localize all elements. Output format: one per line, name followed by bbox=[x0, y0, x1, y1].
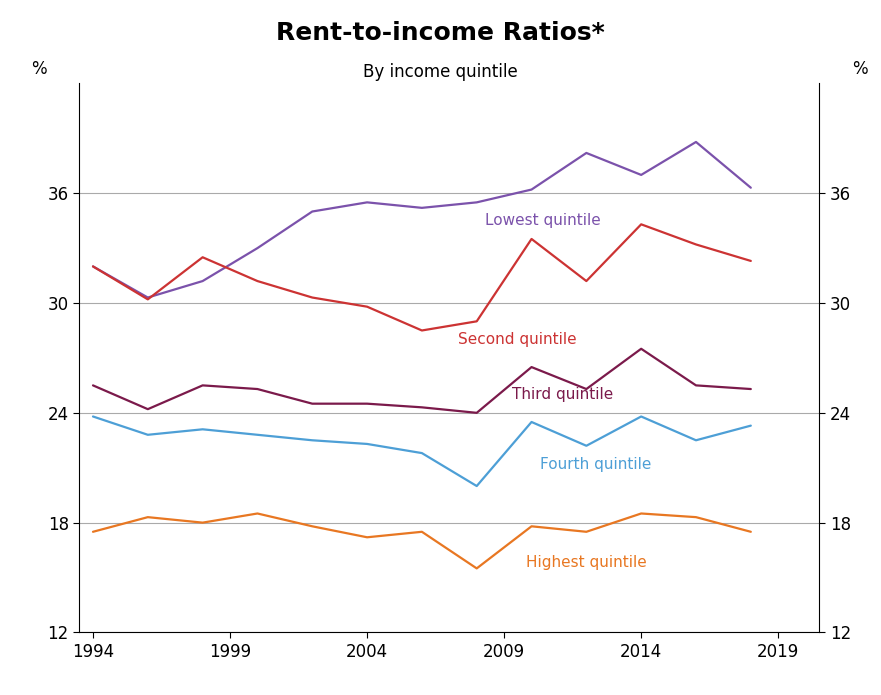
Text: Rent-to-income Ratios*: Rent-to-income Ratios* bbox=[276, 21, 605, 45]
Text: Third quintile: Third quintile bbox=[513, 387, 613, 402]
Text: %: % bbox=[852, 60, 868, 78]
Text: Highest quintile: Highest quintile bbox=[526, 555, 647, 571]
Text: Lowest quintile: Lowest quintile bbox=[485, 213, 601, 228]
Text: Second quintile: Second quintile bbox=[457, 332, 576, 347]
Text: %: % bbox=[31, 60, 47, 78]
Text: Fourth quintile: Fourth quintile bbox=[540, 457, 651, 472]
Text: By income quintile: By income quintile bbox=[363, 63, 518, 81]
